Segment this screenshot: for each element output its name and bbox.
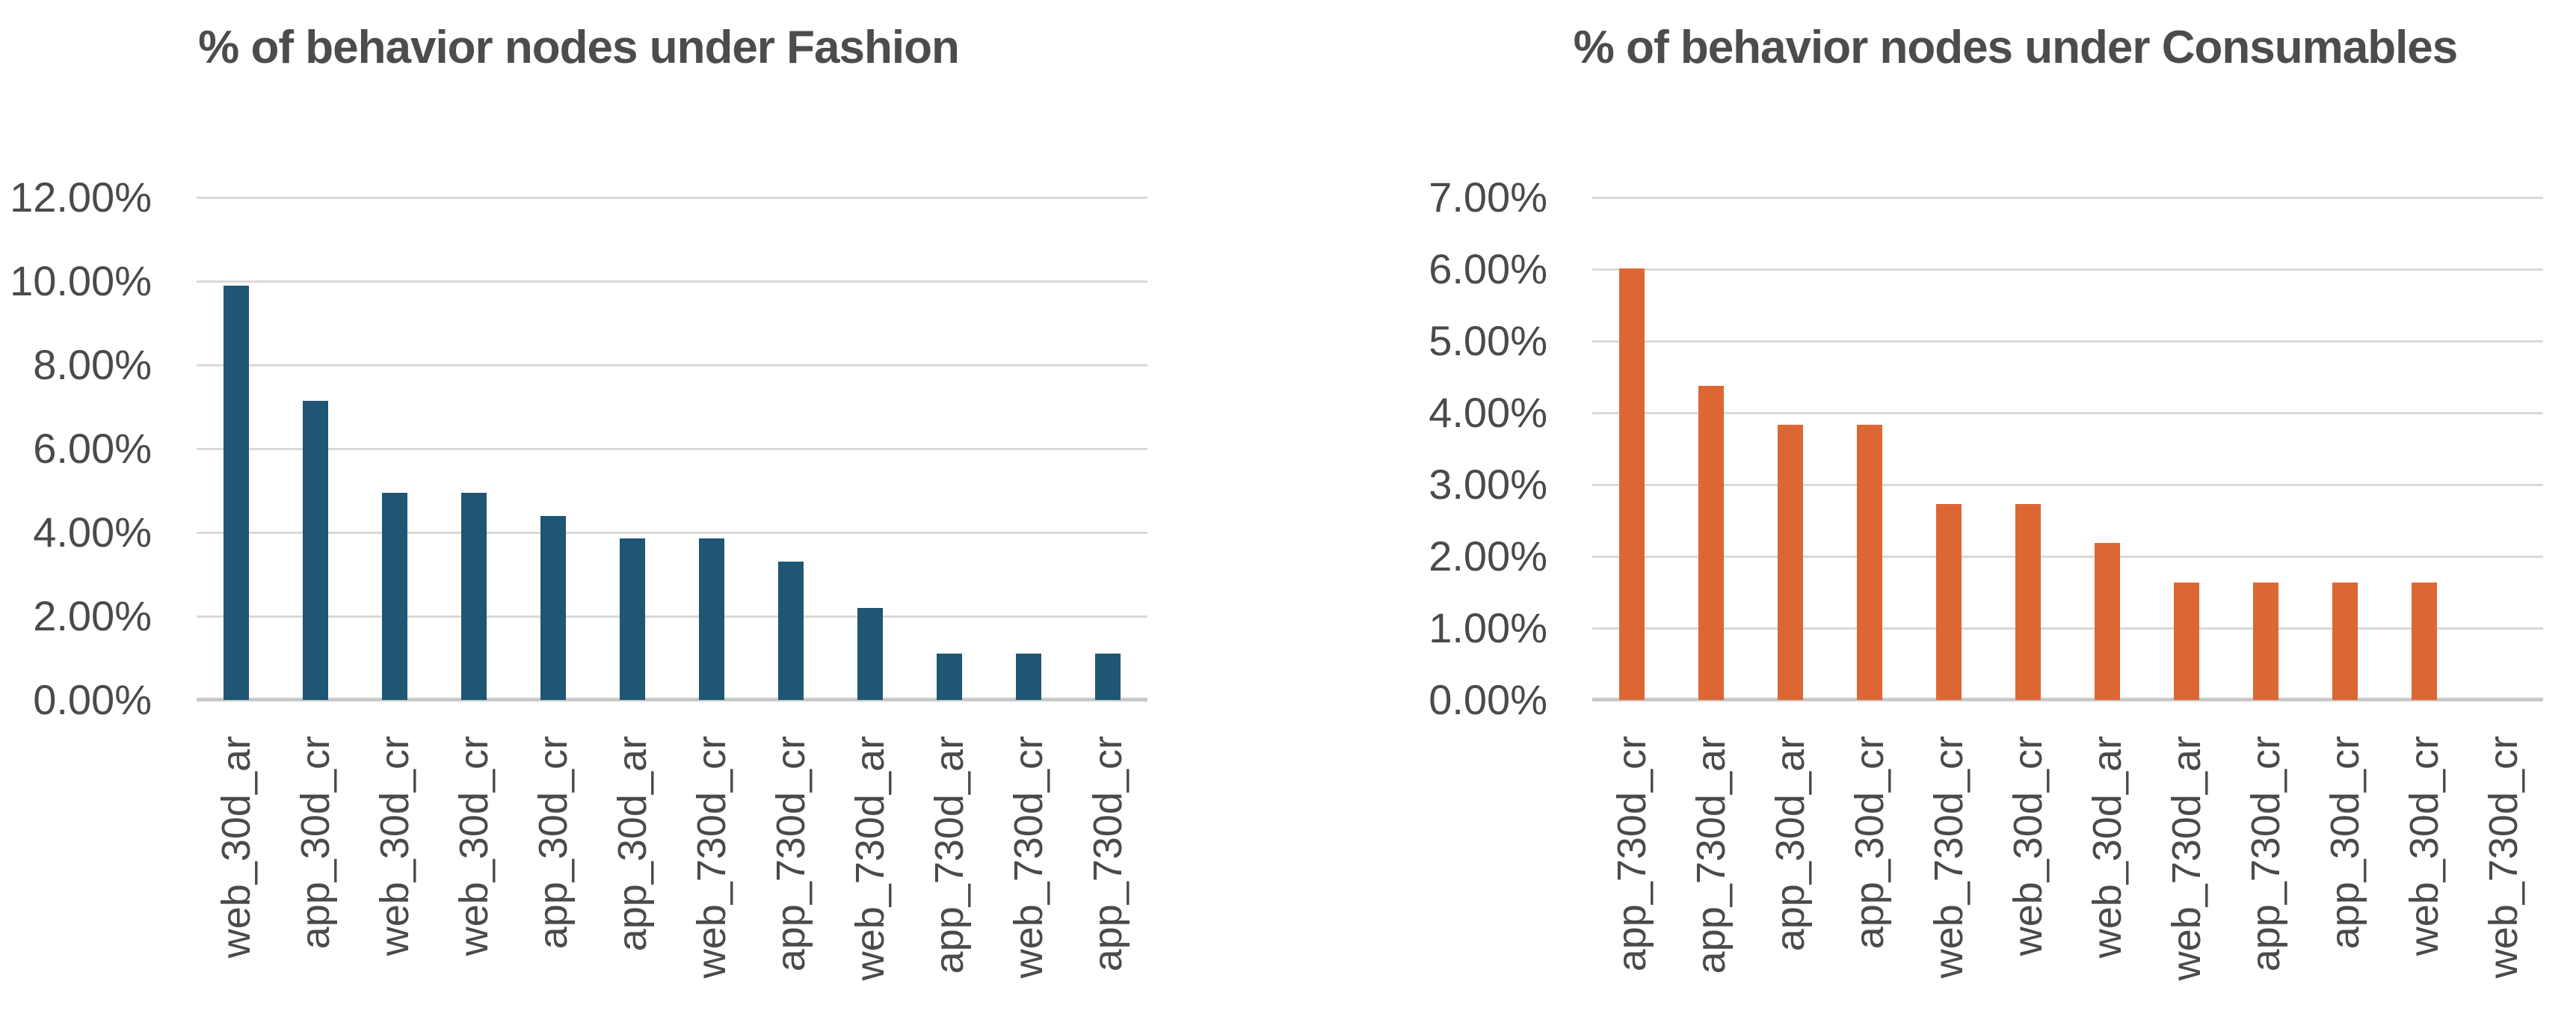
x-axis-category-label: app_30d_cr — [531, 736, 576, 950]
bar — [2095, 542, 2120, 700]
chart-consumables-title: % of behavior nodes under Consumables — [1573, 22, 2459, 73]
x-axis-line — [1592, 698, 2543, 701]
x-axis-line — [197, 698, 1147, 701]
x-axis-category-label: web_730d_cr — [1006, 736, 1051, 979]
y-axis-tick-label: 4.00% — [1429, 389, 1547, 436]
y-axis-tick-label: 2.00% — [33, 592, 152, 639]
x-axis-category-label: web_30d_cr — [452, 736, 496, 956]
bar — [2412, 582, 2437, 700]
y-axis-tick-label: 0.00% — [33, 676, 152, 723]
gridline — [1592, 555, 2543, 558]
y-axis-tick-label: 8.00% — [33, 341, 152, 388]
bar — [1857, 425, 1882, 700]
x-axis-category-label: app_730d_ar — [927, 736, 972, 974]
bar — [1778, 425, 1803, 700]
bar — [2174, 582, 2199, 700]
bar — [303, 401, 328, 700]
gridline — [1592, 268, 2543, 271]
x-axis-category-label: app_730d_cr — [1609, 736, 1654, 972]
gridline — [1592, 340, 2543, 342]
chart-fashion-title: % of behavior nodes under Fashion — [198, 22, 960, 73]
bar — [1016, 654, 1041, 700]
y-axis-tick-label: 1.00% — [1429, 604, 1547, 651]
bar — [461, 492, 487, 700]
x-axis-category-label: app_730d_ar — [1689, 736, 1734, 974]
bar — [540, 515, 566, 700]
gridline — [197, 615, 1147, 618]
bar — [382, 492, 407, 700]
gridline — [1592, 411, 2543, 414]
gridline — [197, 447, 1147, 450]
chart-consumables-plot-area: 7.00% 6.00% 5.00% 4.00% 3.00% 2.00% 1.00% 0.00%… — [1429, 173, 2543, 980]
x-axis-category-label: web_30d_cr — [2006, 736, 2050, 956]
y-axis-tick-label: 12.00% — [10, 173, 152, 221]
bar — [224, 286, 249, 700]
x-axis-category-label: web_730d_cr — [1926, 736, 1971, 979]
x-axis-category-label: web_730d_ar — [848, 736, 893, 981]
chart-fashion-plot-area: 12.00% 10.00% 8.00% 6.00% 4.00% 2.00% 0.00% web… — [10, 173, 1147, 980]
bar — [2332, 582, 2358, 700]
gridline — [1592, 483, 2543, 486]
bar — [778, 562, 804, 700]
y-axis-tick-label: 4.00% — [33, 509, 152, 556]
bar — [1095, 654, 1121, 700]
y-axis-tick-label: 0.00% — [1429, 676, 1547, 723]
x-axis-category-label: app_730d_cr — [2243, 736, 2288, 972]
bar — [2015, 503, 2041, 700]
bar — [620, 538, 645, 700]
gridline — [197, 280, 1147, 283]
x-axis-category-label: app_730d_cr — [1085, 736, 1130, 972]
x-axis-category-label: app_30d_cr — [1847, 736, 1892, 950]
gridline — [1592, 627, 2543, 630]
x-axis-category-label: app_730d_cr — [768, 736, 813, 972]
x-axis-category-label: app_30d_ar — [1768, 736, 1813, 952]
bar — [1698, 386, 1724, 700]
bar — [699, 538, 724, 700]
bar — [2253, 582, 2278, 700]
y-axis-tick-label: 6.00% — [1429, 245, 1547, 292]
x-axis-category-label: web_30d_ar — [214, 736, 259, 959]
x-axis-category-label: web_730d_ar — [2164, 736, 2209, 981]
x-axis-category-label: web_30d_ar — [2085, 736, 2130, 959]
x-axis-category-label: app_30d_cr — [2323, 736, 2367, 950]
x-axis-category-label: web_730d_cr — [689, 736, 734, 979]
x-axis-category-label: web_30d_cr — [372, 736, 417, 956]
bar — [1619, 268, 1645, 700]
y-axis-tick-label: 6.00% — [33, 425, 152, 472]
gridline — [197, 531, 1147, 534]
x-axis-category-label: app_30d_ar — [610, 736, 655, 952]
x-axis-category-label: web_730d_cr — [2481, 736, 2526, 979]
bar — [1936, 503, 1962, 700]
x-axis-category-label: app_30d_cr — [293, 736, 338, 950]
x-axis-category-label: web_30d_cr — [2402, 736, 2447, 956]
bar — [857, 607, 883, 700]
gridline — [197, 196, 1147, 199]
bar — [937, 654, 962, 700]
y-axis-tick-label: 2.00% — [1429, 532, 1547, 580]
y-axis-tick-label: 5.00% — [1429, 317, 1547, 364]
y-axis-tick-label: 3.00% — [1429, 461, 1547, 508]
gridline — [197, 363, 1147, 366]
y-axis-tick-label: 10.00% — [10, 257, 152, 304]
gridline — [1592, 196, 2543, 199]
y-axis-tick-label: 7.00% — [1429, 173, 1547, 221]
